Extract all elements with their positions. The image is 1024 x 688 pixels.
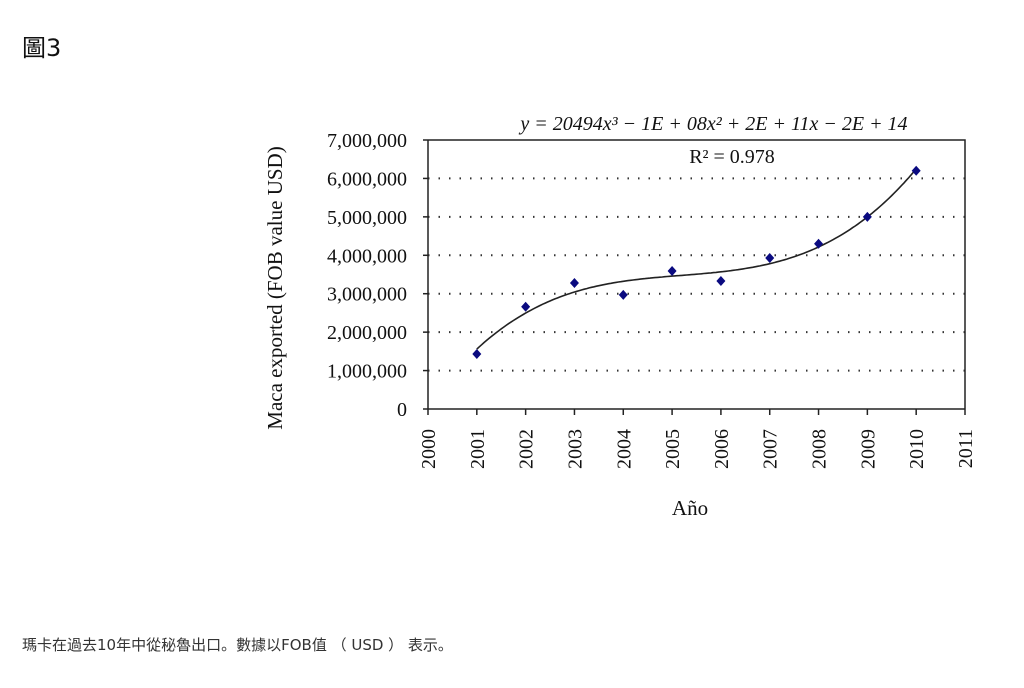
data-point	[862, 211, 872, 222]
x-tick-label: 2009	[857, 429, 879, 469]
plot-frame	[428, 139, 966, 409]
x-tick-label: 2003	[564, 429, 586, 469]
figure-caption: 瑪卡在過去10年中從秘魯出口。數據以FOB值 （ USD ） 表示。	[22, 636, 453, 654]
figure-heading: 圖3	[22, 34, 62, 62]
x-tick-label: 2006	[711, 429, 733, 469]
data-points	[472, 165, 921, 360]
y-axis-title: Maca exported (FOB value USD)	[263, 146, 287, 429]
x-tick-label: 2000	[418, 429, 440, 469]
y-tick-label: 4,000,000	[327, 245, 407, 267]
x-tick-label: 2001	[467, 429, 489, 469]
x-tick-label: 2011	[955, 429, 977, 468]
data-point	[521, 301, 531, 312]
x-tick-label: 2008	[809, 429, 831, 469]
data-point	[618, 289, 628, 300]
x-tick-label: 2004	[613, 429, 635, 469]
x-tick-label: 2010	[906, 429, 928, 469]
data-point	[765, 252, 775, 263]
y-tick-label: 7,000,000	[327, 130, 407, 152]
x-tick-label: 2002	[516, 429, 538, 469]
r-squared: R² = 0.978	[689, 146, 775, 168]
axis-ticks	[423, 139, 966, 415]
chart: y = 20494x³ − 1E + 08x² + 2E + 11x − 2E …	[263, 113, 977, 520]
data-point	[667, 266, 677, 277]
y-tick-label: 2,000,000	[327, 322, 407, 344]
data-point	[911, 165, 921, 176]
y-tick-label: 5,000,000	[327, 207, 407, 229]
data-point	[472, 349, 482, 360]
trendline	[476, 168, 917, 350]
x-tick-label: 2005	[662, 429, 684, 469]
y-tick-label: 3,000,000	[327, 284, 407, 306]
data-point	[814, 238, 824, 249]
trend-equation: y = 20494x³ − 1E + 08x² + 2E + 11x − 2E …	[518, 113, 907, 135]
y-tick-label: 0	[397, 399, 407, 421]
y-tick-label: 1,000,000	[327, 361, 407, 383]
data-point	[716, 276, 726, 287]
y-tick-label: 6,000,000	[327, 168, 407, 190]
x-axis-title: Año	[672, 496, 708, 520]
data-point	[569, 277, 579, 288]
x-tick-label: 2007	[760, 429, 782, 469]
